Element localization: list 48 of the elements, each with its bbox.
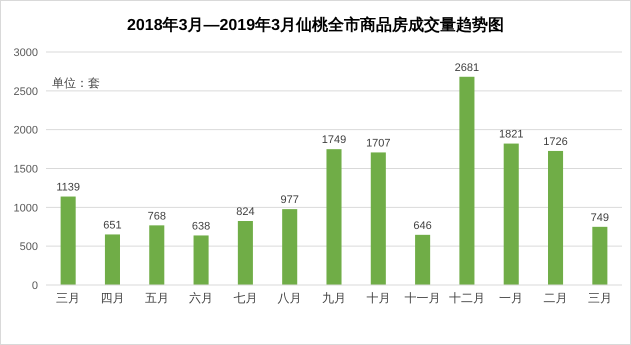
bar <box>459 76 474 285</box>
x-tick-label: 十月 <box>366 291 390 305</box>
data-label: 638 <box>192 220 210 232</box>
data-label: 1821 <box>498 128 524 141</box>
y-tick-label: 3000 <box>14 47 38 59</box>
bar <box>104 234 120 285</box>
bar <box>60 196 76 285</box>
x-tick-label: 九月 <box>322 291 346 305</box>
bar <box>326 149 342 285</box>
y-tick-label: 2000 <box>14 124 38 137</box>
x-tick-label: 十二月 <box>448 291 485 305</box>
data-label: 651 <box>103 219 122 232</box>
data-label: 824 <box>236 206 255 218</box>
data-label: 1707 <box>366 137 391 150</box>
y-tick-label: 500 <box>20 241 38 254</box>
x-tick-label: 三月 <box>56 291 80 305</box>
data-label: 2681 <box>454 62 480 74</box>
chart-title: 2018年3月—2019年3月仙桃全市商品房成交量趋势图 <box>127 15 504 34</box>
bar <box>548 150 564 285</box>
y-tick-label: 1000 <box>14 202 38 214</box>
x-tick-label: 十一月 <box>404 291 441 305</box>
bar <box>149 225 164 285</box>
bar <box>504 144 519 285</box>
y-tick-label: 2500 <box>14 86 38 98</box>
bar <box>238 221 253 285</box>
bar <box>370 152 386 285</box>
y-tick-label: 1500 <box>14 164 38 176</box>
y-tick-label: 0 <box>32 280 38 292</box>
x-tick-label: 八月 <box>278 291 302 305</box>
data-label: 977 <box>280 194 299 206</box>
annotation: 单位：套 <box>52 76 100 90</box>
bar <box>415 234 430 285</box>
x-tick-label: 七月 <box>233 291 258 305</box>
bar <box>592 226 608 285</box>
x-tick-label: 四月 <box>100 291 124 305</box>
x-tick-label: 六月 <box>189 291 214 305</box>
data-label: 749 <box>590 212 610 224</box>
x-tick-label: 一月 <box>499 291 524 305</box>
data-label: 1139 <box>56 182 80 194</box>
data-label: 1726 <box>543 136 568 148</box>
bar <box>282 209 298 285</box>
data-label: 646 <box>413 220 432 232</box>
x-tick-label: 五月 <box>144 291 169 305</box>
data-label: 1749 <box>322 134 346 146</box>
x-tick-label: 二月 <box>544 291 568 305</box>
bar <box>194 235 209 285</box>
data-label: 768 <box>148 210 166 222</box>
x-tick-label: 三月 <box>588 291 612 305</box>
